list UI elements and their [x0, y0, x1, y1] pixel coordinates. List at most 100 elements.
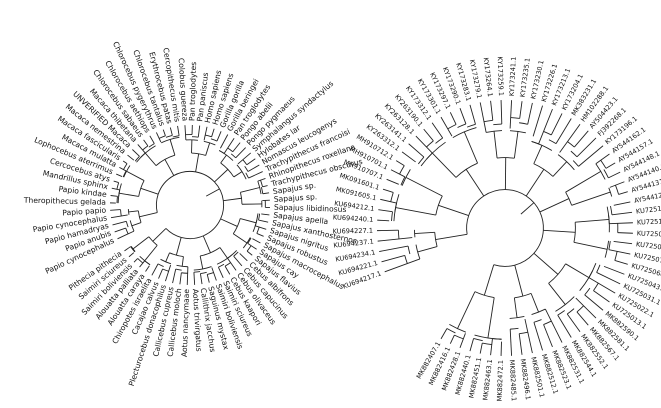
branch-tip: [490, 338, 493, 356]
branch-tip: [117, 230, 135, 240]
clade-stem: [165, 252, 170, 262]
branch-tip: [608, 171, 621, 179]
root-stem: [205, 188, 220, 197]
branch-tip: [509, 329, 513, 356]
branch-tip: [203, 126, 208, 141]
branch-tip: [258, 219, 269, 223]
tip-label: Papio papio: [62, 206, 107, 218]
branch-tip: [127, 154, 135, 161]
branch-tip: [256, 232, 264, 237]
clade-stem: [493, 131, 498, 159]
clade-arc: [606, 206, 610, 233]
branch-arc: [130, 246, 136, 253]
tip-label: MK882463.1: [481, 359, 494, 401]
branch-tip: [247, 164, 260, 172]
tip-label: KY173264.1: [482, 57, 494, 97]
clade-stem: [395, 207, 436, 216]
clade-stem: [463, 131, 478, 164]
group-stem: [139, 212, 158, 218]
branch-tip: [132, 149, 140, 157]
group-stem: [543, 229, 576, 233]
clade-arc: [486, 130, 503, 133]
branch-tip: [605, 162, 616, 169]
branch-tip: [574, 130, 589, 148]
clade-arc: [401, 169, 411, 186]
group-stem: [483, 264, 495, 296]
branch-arc: [399, 165, 405, 175]
branch-tip: [377, 237, 413, 242]
branch-arc: [533, 319, 542, 323]
backbone-arc: [483, 189, 506, 197]
clade-stem: [132, 236, 150, 250]
clade-stem: [533, 145, 543, 164]
clade-arc: [129, 220, 135, 232]
branch-arc: [391, 211, 393, 222]
branch-tip: [139, 260, 146, 268]
branch-arc: [181, 272, 188, 274]
clade-stem: [233, 233, 248, 244]
branch-tip: [151, 263, 159, 276]
branch-tip: [377, 219, 390, 222]
branch-tip: [378, 209, 393, 213]
branch-tip: [519, 101, 523, 119]
branch-tip: [408, 143, 425, 158]
backbone-arc: [539, 211, 544, 231]
right-radial-tree: KU694217.1KU694221.1KU694234.1KU694237.1…: [333, 56, 661, 401]
clade-stem: [405, 176, 443, 197]
tip-label: KU725096.1: [637, 229, 661, 239]
branch-arc: [543, 131, 552, 136]
group-arc: [240, 192, 243, 205]
branch-arc: [122, 170, 127, 178]
branch-arc: [116, 182, 120, 190]
branch-tip: [595, 153, 610, 165]
tip-label: KU725111.1: [636, 203, 661, 216]
branch-tip: [555, 118, 572, 144]
branch-arc: [162, 268, 169, 272]
group-arc: [148, 236, 158, 246]
branch-arc: [258, 213, 261, 221]
clade-stem: [548, 283, 566, 305]
branch-arc: [510, 327, 519, 330]
branch-arc: [404, 255, 408, 264]
branch-tip: [527, 102, 533, 125]
clade-stem: [119, 192, 139, 197]
branch-tip: [223, 138, 235, 154]
branch-tip: [162, 129, 166, 136]
branch-tip: [533, 322, 543, 351]
backbone-arc: [181, 235, 204, 240]
branch-tip: [224, 265, 231, 275]
branch-arc: [407, 246, 411, 255]
tip-label: KU694227.1: [333, 227, 374, 236]
clade-stem: [169, 139, 176, 156]
clade-stem: [552, 161, 568, 177]
branch-tip: [217, 266, 224, 278]
clade-stem: [457, 291, 476, 329]
branch-tip: [449, 334, 455, 344]
branch-tip: [509, 100, 513, 129]
clade-arc: [236, 164, 247, 180]
branch-arc: [483, 119, 493, 123]
branch-tip: [576, 311, 589, 326]
branch-tip: [613, 201, 631, 206]
branch-arc: [557, 310, 565, 316]
branch-arc: [454, 334, 464, 340]
branch-arc: [142, 145, 149, 151]
backbone-arc: [165, 228, 182, 238]
clade-arc: [531, 308, 546, 316]
branch-arc: [493, 123, 502, 126]
branch-tip: [247, 243, 257, 250]
clade-arc: [531, 140, 553, 151]
branch-tip: [384, 258, 421, 273]
clade-stem: [181, 256, 184, 267]
clade-stem: [233, 171, 243, 178]
branch-tip: [382, 188, 394, 193]
group-stem: [465, 169, 485, 197]
backbone-arc: [214, 181, 224, 201]
branch-arc: [567, 141, 575, 148]
branch-tip: [211, 128, 215, 137]
tip-label: KU694240.1: [333, 213, 374, 223]
tip-label: KY173241.1: [508, 56, 518, 96]
group-stem: [525, 169, 545, 197]
clade-arc: [608, 187, 613, 197]
